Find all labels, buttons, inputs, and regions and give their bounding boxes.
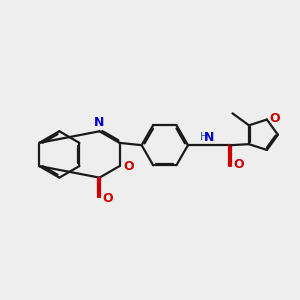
Text: H: H bbox=[200, 132, 208, 142]
Text: O: O bbox=[269, 112, 280, 125]
Text: N: N bbox=[204, 131, 214, 144]
Text: N: N bbox=[94, 116, 105, 129]
Text: O: O bbox=[102, 192, 112, 205]
Text: O: O bbox=[233, 158, 244, 171]
Text: O: O bbox=[123, 160, 134, 172]
